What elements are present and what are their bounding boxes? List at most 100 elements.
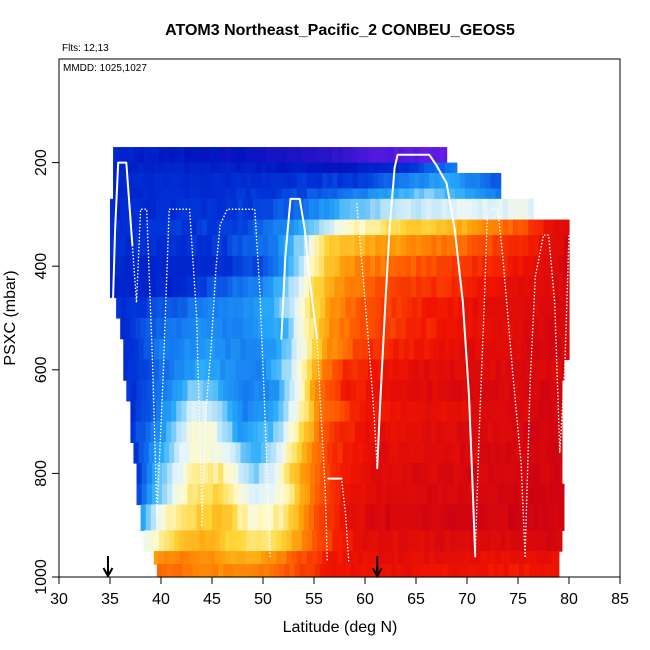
- heatmap-cell: [502, 255, 509, 278]
- heatmap-cell: [247, 276, 254, 298]
- heatmap-cell: [405, 198, 412, 221]
- heatmap-cell: [281, 188, 288, 200]
- heatmap-cell: [187, 297, 194, 319]
- heatmap-cell: [121, 297, 127, 319]
- heatmap-cell: [320, 380, 326, 402]
- heatmap-cell: [220, 442, 226, 464]
- heatmap-cell: [174, 188, 180, 200]
- heatmap-cell: [417, 483, 423, 506]
- heatmap-cell: [196, 235, 203, 257]
- heatmap-cell: [444, 530, 451, 552]
- heatmap-cell: [468, 564, 474, 578]
- heatmap-cell: [330, 463, 337, 485]
- heatmap-cell: [238, 297, 245, 319]
- heatmap-cell: [235, 442, 242, 464]
- heatmap-cell: [482, 504, 488, 531]
- heatmap-cell: [225, 530, 231, 552]
- heatmap-cell: [470, 551, 476, 565]
- heatmap-cell: [368, 530, 374, 552]
- heatmap-cell: [167, 483, 173, 506]
- heatmap-cell: [416, 276, 422, 298]
- heatmap-cell: [519, 564, 525, 578]
- heatmap-cell: [330, 297, 337, 319]
- heatmap-cell: [536, 359, 543, 381]
- heatmap-cell: [125, 276, 131, 298]
- heatmap-cell: [447, 564, 454, 578]
- heatmap-cell: [140, 504, 147, 531]
- heatmap-cell: [541, 338, 548, 361]
- heatmap-cell: [405, 219, 412, 236]
- heatmap-cell: [449, 442, 456, 464]
- heatmap-cell: [245, 530, 252, 552]
- heatmap-cell: [421, 421, 427, 443]
- heatmap-cell: [311, 442, 318, 464]
- heatmap-cell: [335, 564, 342, 578]
- heatmap-cell: [196, 400, 203, 423]
- heatmap-cell: [398, 162, 405, 174]
- heatmap-cell: [447, 463, 454, 485]
- heatmap-cell: [359, 276, 366, 298]
- heatmap-cell: [240, 359, 247, 381]
- heatmap-cell: [497, 504, 504, 531]
- heatmap-cell: [128, 172, 135, 190]
- heatmap-cell: [559, 380, 563, 402]
- heatmap-cell: [518, 235, 524, 257]
- heatmap-cell: [556, 338, 563, 361]
- heatmap-cell: [548, 255, 555, 278]
- heatmap-cell: [250, 338, 257, 361]
- heatmap-cell: [441, 219, 448, 236]
- heatmap-cell: [342, 338, 349, 361]
- heatmap-cell: [273, 318, 279, 340]
- heatmap-cell: [204, 162, 211, 174]
- heatmap-cell: [233, 463, 240, 485]
- heatmap-cell: [470, 359, 476, 381]
- heatmap-cell: [253, 564, 260, 578]
- heatmap-cell: [401, 297, 408, 319]
- heatmap-cell: [539, 483, 546, 506]
- heatmap-cell: [298, 219, 305, 236]
- heatmap-cell: [264, 564, 270, 578]
- heatmap-cell: [515, 442, 522, 464]
- heatmap-cell: [359, 400, 366, 423]
- heatmap-cell: [380, 235, 386, 257]
- heatmap-cell: [126, 297, 133, 319]
- heatmap-cell: [222, 318, 228, 340]
- heatmap-cell: [227, 504, 233, 531]
- heatmap-cell: [424, 338, 430, 361]
- heatmap-cell: [563, 235, 570, 257]
- heatmap-cell: [255, 147, 262, 164]
- heatmap-cell: [398, 359, 405, 381]
- heatmap-cell: [245, 551, 252, 565]
- heatmap-cell: [332, 172, 339, 190]
- heatmap-cell: [329, 400, 335, 423]
- heatmap-cell: [284, 463, 291, 485]
- heatmap-cell: [140, 421, 147, 443]
- heatmap-cell: [376, 463, 382, 485]
- heatmap-cell: [151, 463, 158, 485]
- heatmap-cell: [311, 162, 318, 174]
- heatmap-cell: [451, 235, 458, 257]
- heatmap-cell: [485, 338, 492, 361]
- heatmap-cell: [362, 551, 369, 565]
- heatmap-cell: [179, 359, 186, 381]
- heatmap-cell: [354, 235, 361, 257]
- heatmap-cell: [217, 255, 223, 278]
- heatmap-cell: [337, 147, 344, 164]
- flights-note: Flts: 12,13: [62, 43, 109, 54]
- heatmap-cell: [534, 297, 541, 319]
- heatmap-cell: [349, 400, 356, 423]
- heatmap-cell: [182, 380, 189, 402]
- heatmap-cell: [230, 359, 237, 381]
- heatmap-cell: [191, 400, 198, 423]
- heatmap-cell: [454, 172, 461, 190]
- heatmap-cell: [286, 147, 293, 164]
- heatmap-cell: [512, 318, 519, 340]
- heatmap-cell: [309, 380, 316, 402]
- heatmap-cell: [314, 421, 320, 443]
- flight-track-solid: [112, 161, 134, 299]
- y-tick-label: 800: [33, 460, 50, 487]
- heatmap-cell: [252, 318, 259, 340]
- heatmap-cell: [284, 564, 291, 578]
- heatmap-cell: [398, 551, 405, 565]
- heatmap-cell: [250, 551, 257, 565]
